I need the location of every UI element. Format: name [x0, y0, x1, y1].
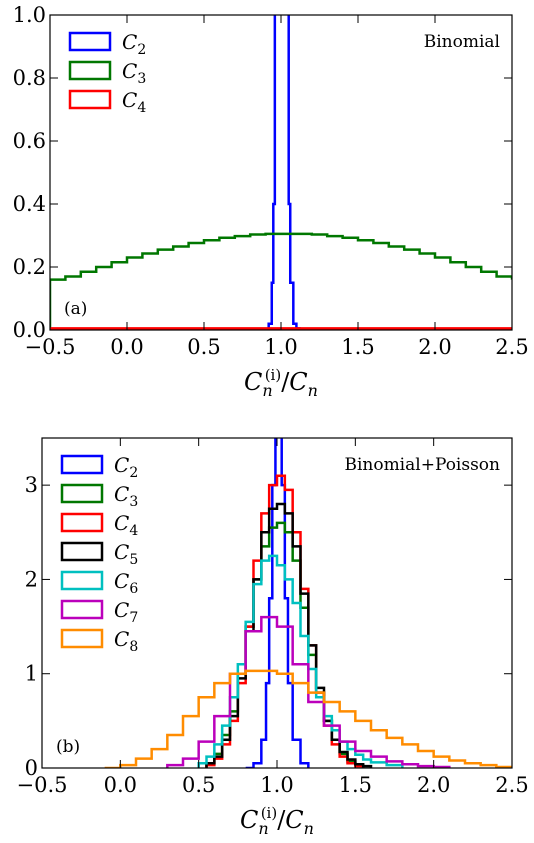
panel-annotation: Binomial	[424, 32, 500, 52]
legend-swatch-C8	[60, 628, 104, 649]
x-tick-label: 2.5	[495, 773, 528, 797]
panel-letter: (b)	[56, 737, 80, 757]
y-tick-label: 0.8	[13, 66, 46, 90]
y-tick-label: 0.0	[13, 318, 46, 342]
x-tick-label: 1.0	[264, 335, 297, 359]
y-tick-label: 0.2	[13, 255, 46, 279]
x-tick-label: −0.5	[25, 335, 76, 359]
legend-swatch-C6	[60, 570, 104, 591]
y-tick-label: 3	[25, 473, 38, 497]
legend-swatch-C2	[68, 31, 112, 52]
x-tick-label: 1.0	[260, 773, 293, 797]
x-tick-label: 1.5	[339, 773, 372, 797]
series-line-C6	[197, 554, 404, 768]
legend-label-C5: C5	[114, 540, 138, 568]
series-group	[104, 438, 512, 768]
series-line-C3	[50, 232, 512, 330]
x-tick-label: 2.5	[495, 335, 528, 359]
legend-swatch-C7	[60, 599, 104, 620]
chart-panel-1: −0.5 0.0 0.5 1.0 1.5 2.0 2.50.00.20.40.60.81.0…	[13, 3, 529, 400]
legend-label-C8: C8	[114, 627, 138, 655]
legend-swatch-C4	[60, 512, 104, 533]
series-line-C5	[205, 502, 373, 768]
legend-swatch-C4	[68, 89, 112, 110]
chart-panel-2: −0.5 0.0 0.5 1.0 1.5 2.0 2.5 0 1 2 3 Cn(i)/Cn Binomi…	[17, 437, 529, 838]
series-line-C2	[245, 438, 310, 768]
x-tick-label: 2.0	[418, 335, 451, 359]
plot-frame	[41, 437, 513, 769]
legend-label-C3: C3	[114, 482, 138, 510]
legend-label-C4: C4	[114, 511, 138, 539]
legend-swatch-C3	[68, 60, 112, 81]
x-tick-label: 0.5	[182, 773, 215, 797]
legend-label-C3: C3	[122, 59, 146, 87]
legend-swatch-C3	[60, 483, 104, 504]
y-tick-label: 2	[25, 567, 38, 591]
x-axis-label: Cn(i)/Cn	[244, 366, 318, 400]
series-line-C8	[104, 669, 512, 768]
panel-letter: (a)	[64, 299, 87, 319]
x-tick-label: 0.0	[110, 335, 143, 359]
legend-swatch-C5	[60, 541, 104, 562]
x-axis-label: Cn(i)/Cn	[240, 804, 314, 838]
x-tick-label: 0.5	[187, 335, 220, 359]
plot-frame	[49, 14, 513, 331]
x-tick-label: 2.0	[417, 773, 450, 797]
y-tick-label: 0	[25, 756, 38, 780]
legend-label-C6: C6	[114, 569, 138, 597]
legend-swatch-C2	[60, 454, 104, 475]
series-line-C2	[265, 15, 301, 330]
legend-label-C7: C7	[114, 598, 138, 626]
panel-annotation: Binomial+Poisson	[344, 455, 500, 475]
x-tick-label: 0.0	[104, 773, 137, 797]
y-tick-label: 0.6	[13, 129, 46, 153]
x-tick-label: −0.5	[17, 773, 68, 797]
legend-label-C4: C4	[122, 88, 146, 116]
y-tick-label: 1	[25, 662, 38, 686]
legend-label-C2: C2	[114, 453, 138, 481]
legend-label-C2: C2	[122, 30, 146, 58]
y-tick-label: 1.0	[13, 3, 46, 27]
x-tick-label: 1.5	[341, 335, 374, 359]
y-tick-label: 0.4	[13, 192, 46, 216]
